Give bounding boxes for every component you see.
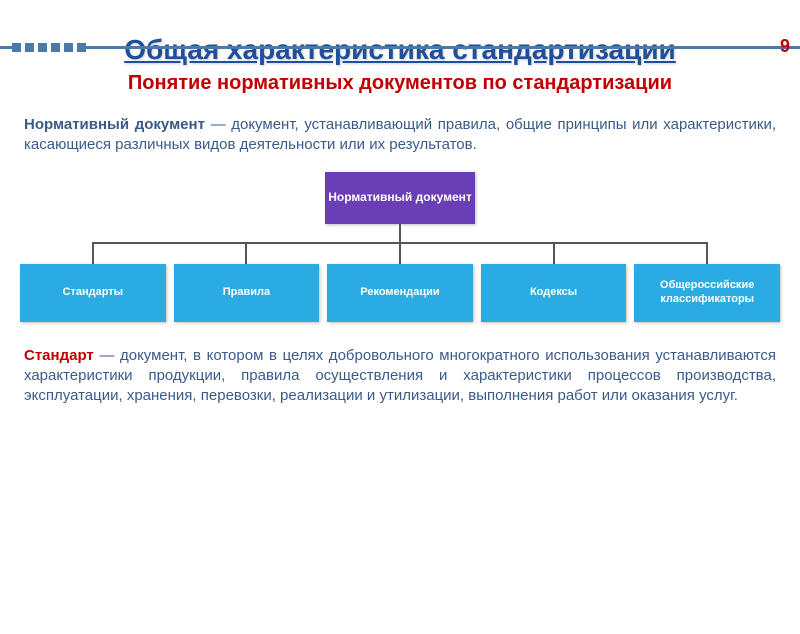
hierarchy-diagram: Нормативный документ СтандартыПравилаРек… bbox=[20, 172, 780, 338]
diagram-child-node: Правила bbox=[174, 264, 320, 322]
header-decoration bbox=[0, 34, 800, 60]
definition-term: Нормативный документ bbox=[24, 116, 205, 133]
diagram-child-node: Стандарты bbox=[20, 264, 166, 322]
standard-term: Стандарт bbox=[24, 347, 94, 364]
decoration-square bbox=[12, 43, 21, 52]
connector-root-vertical bbox=[399, 224, 401, 242]
page-number: 9 bbox=[780, 36, 790, 57]
diagram-child-node: Кодексы bbox=[481, 264, 627, 322]
connector-drop bbox=[553, 242, 555, 264]
connector-drop bbox=[92, 242, 94, 264]
decoration-square bbox=[38, 43, 47, 52]
standard-text: — документ, в котором в целях добровольн… bbox=[24, 347, 776, 405]
diagram-children-row: СтандартыПравилаРекомендацииКодексыОбщер… bbox=[20, 264, 780, 322]
standard-paragraph: Стандарт — документ, в котором в целях д… bbox=[24, 346, 776, 407]
decoration-square bbox=[25, 43, 34, 52]
connector-drop bbox=[245, 242, 247, 264]
diagram-child-node: Рекомендации bbox=[327, 264, 473, 322]
decoration-line-left bbox=[0, 46, 12, 49]
definition-paragraph: Нормативный документ — документ, устанав… bbox=[24, 115, 776, 156]
subtitle: Понятие нормативных документов по станда… bbox=[0, 72, 800, 95]
decoration-line-right bbox=[86, 46, 800, 49]
diagram-child-node: Общероссийские классификаторы bbox=[634, 264, 780, 322]
decoration-square bbox=[64, 43, 73, 52]
decoration-square bbox=[51, 43, 60, 52]
diagram-root-node: Нормативный документ bbox=[325, 172, 475, 224]
connector-drop bbox=[706, 242, 708, 264]
connector-drop bbox=[399, 242, 401, 264]
decoration-square bbox=[77, 43, 86, 52]
decoration-squares bbox=[12, 43, 86, 52]
